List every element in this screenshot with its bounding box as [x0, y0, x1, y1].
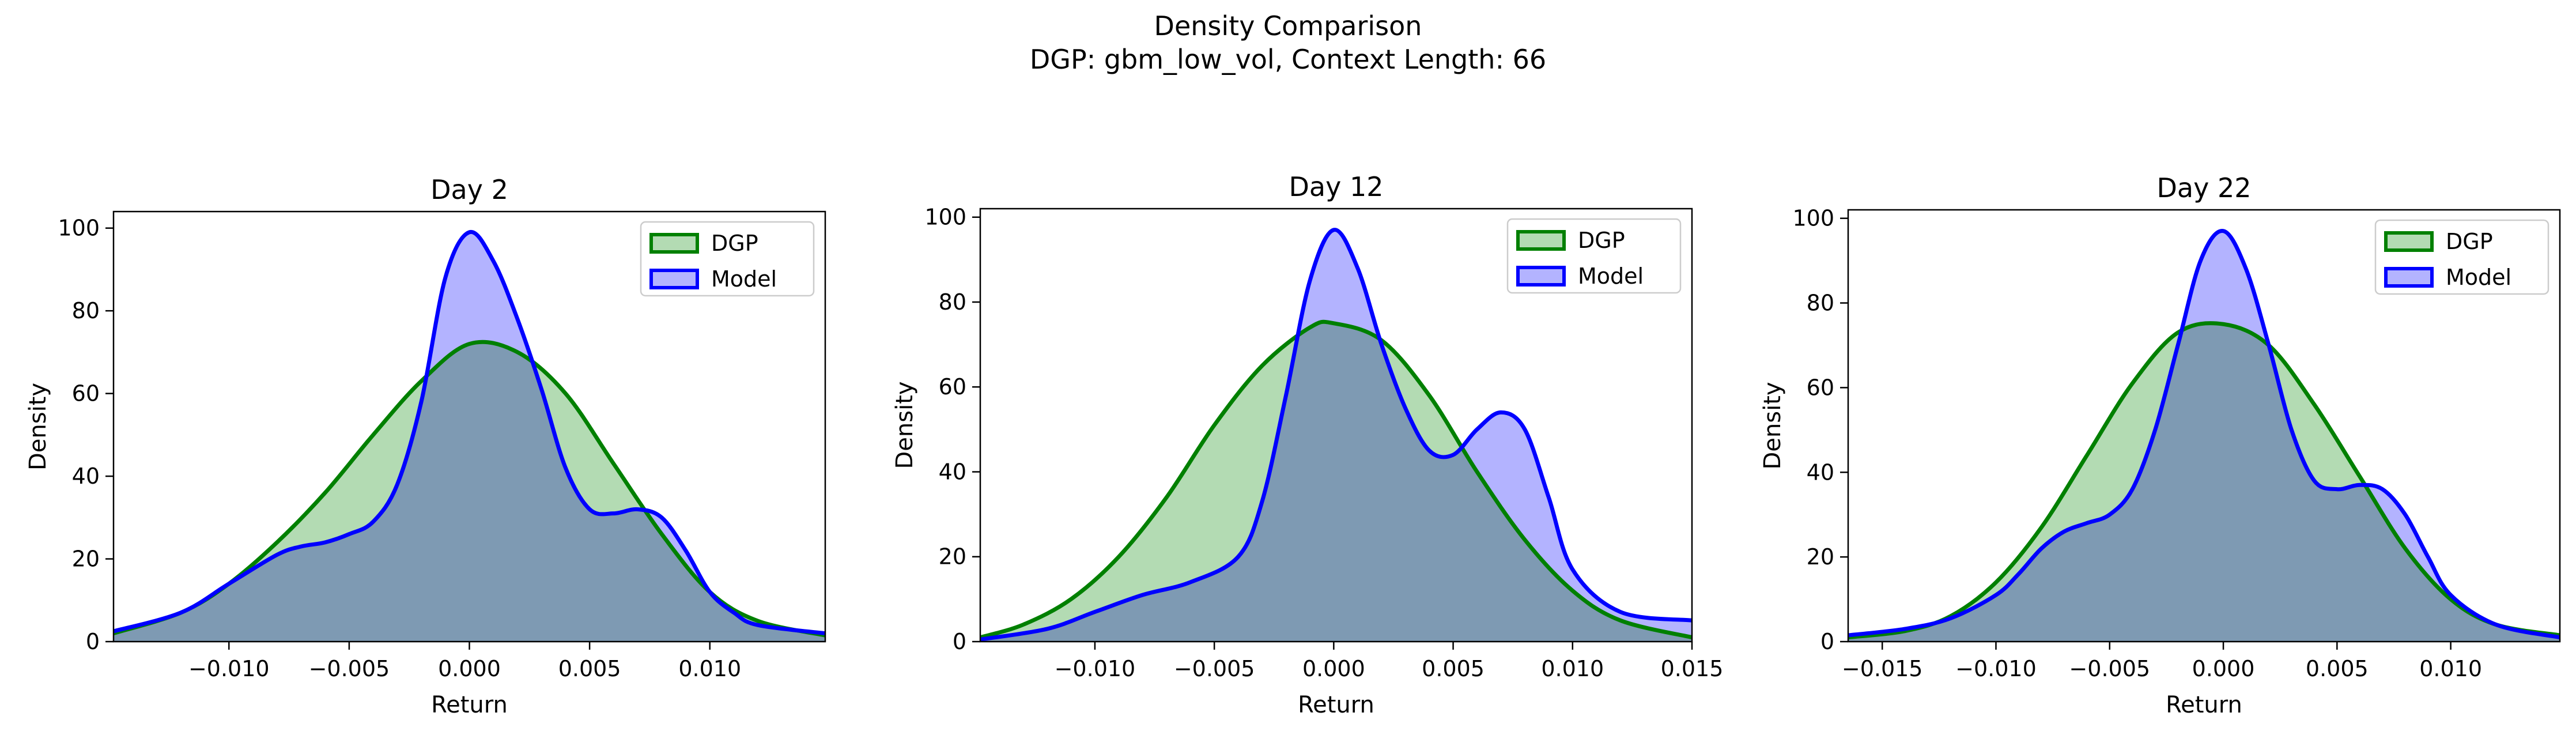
x-axis-label: Return — [1298, 692, 1374, 718]
x-tick-label: 0.005 — [2306, 656, 2369, 681]
chart-panel-2: −0.010 −0.005 0.000 0.005 0.010 0.015 0 20 40 60 8… — [892, 171, 1723, 718]
plot-area — [980, 228, 1692, 642]
x-tick-label: 0.015 — [1661, 656, 1724, 681]
y-tick-label: 20 — [72, 546, 100, 572]
density-line-dgp — [980, 319, 1692, 640]
plot-area — [1848, 229, 2560, 642]
y-tick-label: 80 — [939, 289, 966, 315]
density-fill-model — [114, 232, 825, 642]
density-line-dgp — [114, 340, 825, 638]
y-tick-label: 80 — [72, 298, 100, 323]
x-tick-label: 0.000 — [1302, 656, 1365, 681]
legend-label-dgp: DGP — [2446, 229, 2493, 254]
legend: DGP Model — [2374, 219, 2549, 295]
y-axis-label: Density — [892, 381, 918, 469]
y-tick-label: 40 — [72, 463, 100, 489]
legend-label-model: Model — [711, 266, 777, 292]
y-tick-label: 100 — [924, 205, 966, 230]
x-axis-label: Return — [2166, 692, 2242, 718]
density-line-model — [980, 228, 1692, 642]
y-tick-label: 80 — [1807, 291, 1834, 316]
y-tick-label: 60 — [1807, 375, 1834, 400]
legend-swatch-dgp — [649, 233, 699, 254]
y-tick-label: 100 — [1792, 206, 1834, 231]
x-axis-label: Return — [431, 692, 508, 718]
legend-swatch-model — [649, 269, 699, 289]
legend-label-dgp: DGP — [711, 231, 758, 256]
y-tick-label: 0 — [953, 629, 966, 654]
x-tick-label: 0.005 — [1422, 656, 1485, 681]
density-fill-model — [1848, 231, 2560, 642]
y-tick-label: 0 — [86, 629, 100, 654]
y-axis-label: Density — [1759, 382, 1786, 469]
chart-panel-3: −0.015 −0.010 −0.005 0.000 0.005 0.010 0 20 40 60… — [1759, 172, 2561, 718]
chart-panel-1: −0.010 −0.005 0.000 0.005 0.010 0 20 40 60 80 100 D… — [25, 174, 826, 718]
x-tick-label: 0.010 — [678, 656, 741, 681]
density-line-model — [114, 230, 825, 636]
density-fill-model — [980, 229, 1692, 642]
y-tick-label: 40 — [1807, 459, 1834, 485]
y-tick-label: 20 — [939, 544, 966, 570]
axes-frame — [1847, 209, 2561, 643]
x-tick-label: −0.005 — [2069, 656, 2150, 681]
x-tick-label: −0.015 — [1842, 656, 1923, 681]
legend: DGP Model — [640, 221, 815, 297]
x-tick-label: −0.005 — [1174, 656, 1255, 681]
x-tick-label: −0.010 — [1955, 656, 2037, 681]
x-tick-label: −0.010 — [1055, 656, 1136, 681]
figure-title: Density Comparison — [1154, 10, 1422, 42]
x-tick-label: 0.010 — [2419, 656, 2482, 681]
legend-label-dgp: DGP — [1578, 228, 1625, 253]
y-tick-label: 60 — [939, 374, 966, 399]
y-tick-label: 60 — [72, 381, 100, 406]
y-tick-label: 40 — [939, 459, 966, 484]
y-axis-label: Density — [25, 383, 51, 470]
chart-title: Day 12 — [1289, 171, 1384, 202]
y-tick-label: 100 — [58, 216, 100, 241]
density-line-dgp — [1848, 321, 2560, 640]
legend-swatch-dgp — [1516, 230, 1566, 251]
legend-label-model: Model — [2446, 265, 2511, 290]
x-tick-label: 0.010 — [1541, 656, 1604, 681]
x-tick-label: −0.005 — [309, 656, 390, 681]
x-tick-label: 0.000 — [2192, 656, 2255, 681]
legend-swatch-model — [1516, 266, 1566, 287]
y-tick-label: 20 — [1807, 544, 1834, 570]
chart-title: Day 2 — [430, 174, 508, 205]
x-tick-label: 0.005 — [558, 656, 621, 681]
legend-swatch-dgp — [2384, 231, 2434, 252]
legend-swatch-model — [2384, 267, 2434, 288]
chart-title: Day 22 — [2157, 172, 2252, 203]
legend-label-model: Model — [1578, 263, 1644, 289]
figure-subtitle: DGP: gbm_low_vol, Context Length: 66 — [1029, 44, 1547, 75]
axes-frame — [979, 208, 1693, 643]
plot-area — [114, 230, 825, 642]
x-tick-label: −0.010 — [188, 656, 270, 681]
y-tick-label: 0 — [1820, 629, 1834, 654]
x-tick-label: 0.000 — [438, 656, 501, 681]
legend: DGP Model — [1506, 218, 1682, 294]
density-line-model — [1848, 229, 2560, 640]
